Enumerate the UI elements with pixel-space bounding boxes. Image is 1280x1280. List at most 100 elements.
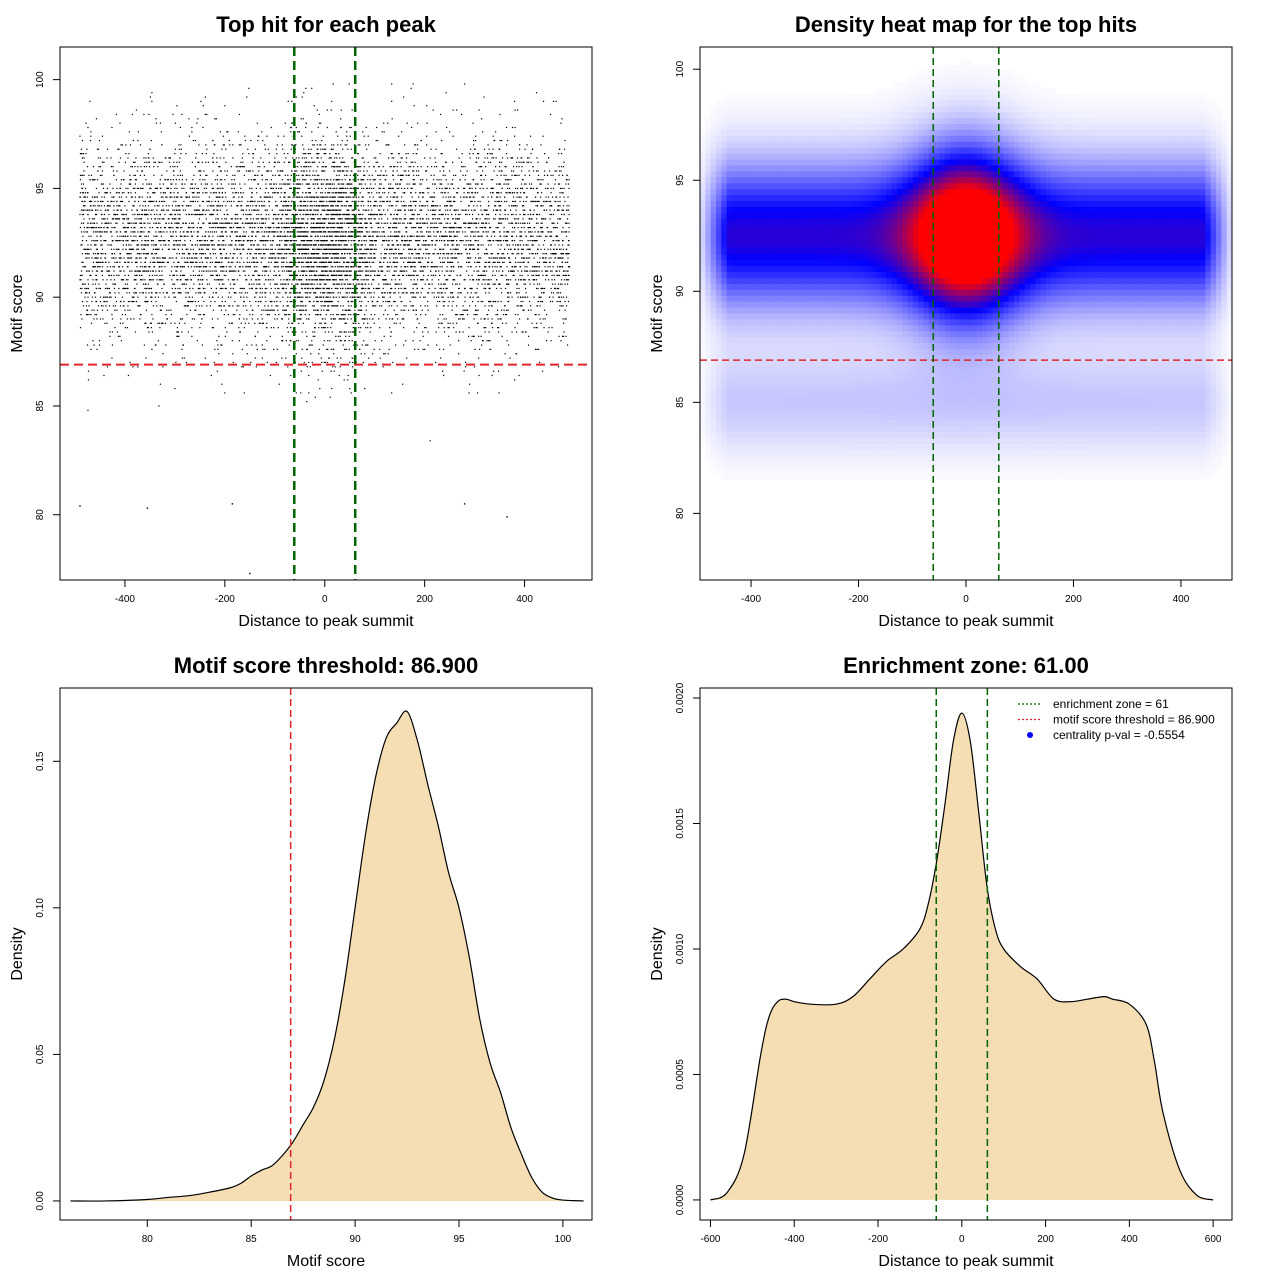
scatter-point [190, 274, 192, 277]
scatter-point [476, 157, 478, 159]
scatter-point [403, 244, 405, 246]
scatter-point [406, 122, 408, 124]
scatter-point [557, 366, 560, 368]
scatter-point [145, 166, 148, 168]
scatter-point [453, 296, 455, 298]
scatter-point [94, 253, 97, 255]
scatter-point [418, 322, 420, 324]
scatter-point [150, 300, 153, 303]
scatter-point [274, 318, 276, 320]
scatter-point [176, 253, 178, 255]
scatter-point [381, 270, 383, 272]
scatter-point [568, 179, 570, 181]
scatter-point [535, 327, 537, 329]
scatter-point [250, 139, 252, 142]
scatter-point [364, 183, 366, 185]
scatter-point [123, 170, 125, 172]
scatter-point [453, 231, 455, 233]
scatter-point [420, 235, 422, 237]
scatter-point [167, 218, 169, 220]
scatter-point [266, 287, 268, 290]
scatter-point [265, 279, 267, 281]
scatter-point [194, 300, 196, 303]
scatter-point [360, 270, 362, 272]
scatter-point [268, 266, 270, 268]
scatter-point [423, 192, 425, 194]
scatter-point [515, 222, 518, 224]
scatter-point [137, 139, 139, 142]
scatter-point [337, 183, 339, 185]
scatter-point [448, 196, 450, 198]
scatter-point [381, 131, 383, 133]
scatter-point [133, 279, 136, 281]
scatter-point [165, 313, 167, 316]
scatter-point [329, 231, 331, 233]
scatter-point [347, 270, 349, 272]
scatter-point [403, 222, 405, 224]
scatter-point [91, 196, 94, 198]
scatter-point [468, 327, 470, 329]
scatter-point [358, 270, 360, 272]
scatter-point [229, 305, 231, 307]
scatter-point [358, 200, 360, 203]
scatter-point [310, 179, 312, 181]
scatter-point [145, 300, 147, 303]
scatter-point [128, 292, 131, 294]
scatter-point [337, 335, 339, 337]
scatter-point [417, 235, 419, 237]
scatter-point [427, 226, 429, 229]
scatter-point [111, 200, 113, 203]
scatter-point [322, 327, 324, 329]
scatter-point [79, 179, 82, 181]
scatter-point [332, 318, 334, 320]
scatter-point [342, 266, 344, 268]
scatter-point [312, 170, 314, 172]
scatter-point [216, 183, 218, 185]
scatter-point [424, 327, 426, 329]
scatter-point [305, 331, 307, 333]
scatter-point [259, 279, 261, 281]
scatter-point [506, 157, 509, 159]
scatter-point [352, 196, 354, 198]
scatter-point [338, 374, 340, 377]
scatter-point [251, 161, 253, 163]
scatter-point [232, 174, 234, 176]
scatter-point [433, 231, 435, 233]
scatter-point [129, 179, 131, 181]
scatter-point [403, 270, 405, 272]
scatter-point [297, 205, 299, 207]
scatter-point [468, 183, 470, 185]
scatter-point [350, 196, 352, 198]
scatter-point [160, 279, 163, 281]
scatter-point [400, 157, 402, 159]
scatter-point [80, 279, 82, 281]
scatter-point [417, 292, 419, 294]
scatter-point [524, 287, 527, 290]
scatter-point [81, 300, 84, 303]
scatter-point [163, 261, 165, 263]
scatter-point [337, 226, 339, 229]
scatter-point [307, 213, 309, 216]
scatter-point [405, 292, 407, 294]
scatter-point [396, 240, 398, 242]
scatter-point [443, 253, 445, 255]
scatter-point [400, 244, 402, 246]
scatter-point [108, 296, 111, 298]
scatter-point [148, 183, 150, 185]
scatter-point [239, 248, 241, 250]
scatter-point [322, 161, 324, 163]
scatter-point [519, 274, 521, 277]
scatter-point [442, 192, 444, 194]
scatter-point [192, 139, 194, 142]
scatter-point [372, 318, 374, 320]
scatter-point [349, 253, 351, 255]
scatter-point [208, 209, 210, 211]
scatter-point [349, 287, 351, 290]
scatter-point [249, 226, 251, 229]
scatter-point [202, 213, 204, 216]
scatter-point [260, 253, 262, 255]
scatter-point [344, 313, 346, 316]
scatter-point [312, 144, 314, 146]
scatter-point [557, 183, 560, 185]
scatter-point [560, 231, 563, 233]
